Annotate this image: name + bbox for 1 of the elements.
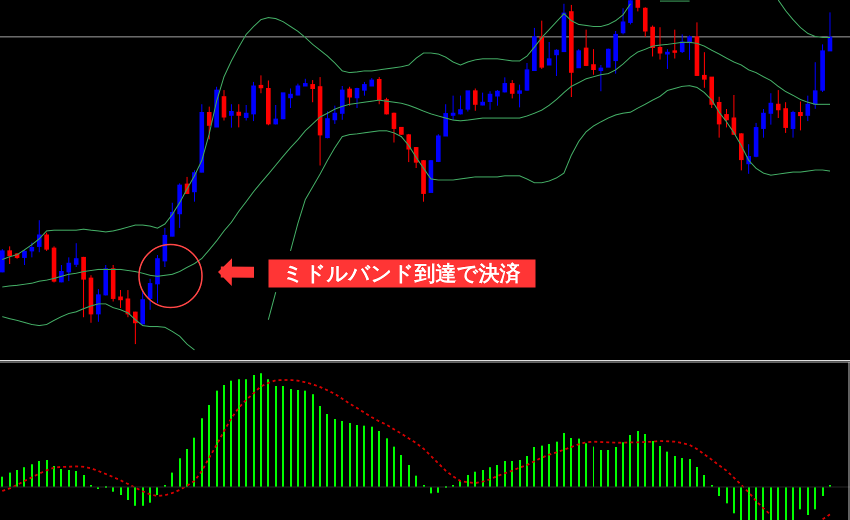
annotation: ミドルバンド到達で決済 xyxy=(282,262,522,286)
